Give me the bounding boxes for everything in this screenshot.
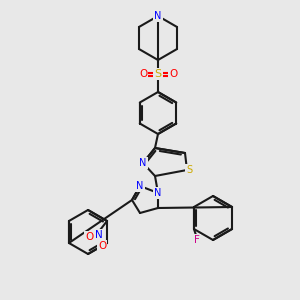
Text: N: N bbox=[154, 188, 162, 198]
Text: S: S bbox=[154, 69, 162, 79]
Text: O: O bbox=[85, 232, 93, 242]
Text: N: N bbox=[139, 158, 147, 168]
Text: N: N bbox=[95, 230, 103, 240]
Text: O: O bbox=[98, 241, 106, 251]
Text: O: O bbox=[169, 69, 177, 79]
Text: F: F bbox=[194, 235, 200, 245]
Text: S: S bbox=[186, 165, 192, 175]
Text: N: N bbox=[136, 181, 144, 191]
Text: N: N bbox=[154, 11, 162, 21]
Text: O: O bbox=[139, 69, 147, 79]
